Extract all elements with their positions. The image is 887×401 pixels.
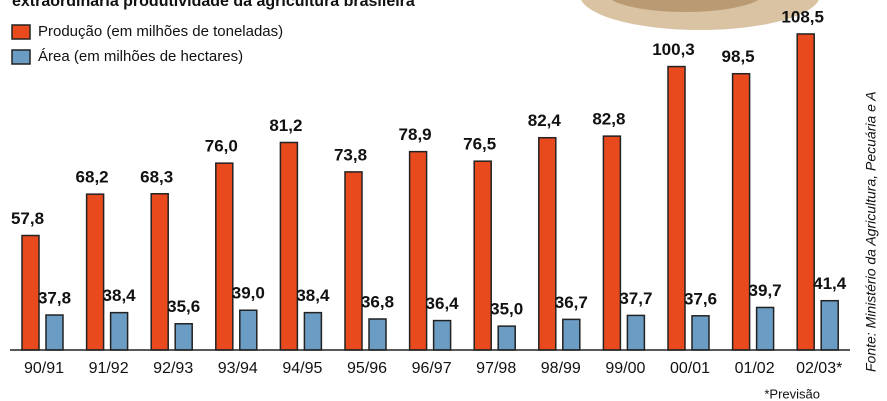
legend-swatch xyxy=(11,24,31,40)
bar xyxy=(408,150,428,351)
value-label: 38,4 xyxy=(296,286,330,305)
x-tick-label: 97/98 xyxy=(476,360,516,377)
x-tick-label: 95/96 xyxy=(347,360,387,377)
x-tick-label: 99/00 xyxy=(605,360,645,377)
value-label: 39,0 xyxy=(232,284,265,303)
value-label: 38,4 xyxy=(103,286,137,305)
bar xyxy=(602,135,622,351)
value-label: 68,3 xyxy=(140,167,173,186)
bar xyxy=(562,318,581,351)
legend-label: Área (em milhões de hectares) xyxy=(38,48,243,65)
x-tick-label: 92/93 xyxy=(153,360,193,377)
bar xyxy=(109,311,129,351)
bar xyxy=(432,319,452,351)
x-tick-label: 02/03* xyxy=(796,360,842,377)
value-label: 76,0 xyxy=(205,137,238,156)
x-tick-label: 91/92 xyxy=(89,360,129,377)
source: Fonte: Ministério da Agricultura, Pecuár… xyxy=(863,91,879,372)
value-label: 108,5 xyxy=(781,7,824,26)
bar xyxy=(368,318,387,351)
legend-swatch xyxy=(11,49,31,65)
x-tick-label: 90/91 xyxy=(24,360,64,377)
value-label: 57,8 xyxy=(11,209,44,228)
value-label: 36,4 xyxy=(426,294,460,313)
value-label: 100,3 xyxy=(652,40,695,59)
nut-image-shade xyxy=(611,0,759,12)
bar xyxy=(150,193,169,351)
value-label: 37,7 xyxy=(619,289,652,308)
bar xyxy=(215,162,234,351)
value-label: 37,6 xyxy=(684,289,717,308)
value-label: 82,4 xyxy=(528,111,562,130)
value-label: 82,8 xyxy=(592,110,625,129)
value-label: 37,8 xyxy=(38,289,71,308)
bar xyxy=(21,234,40,351)
bar xyxy=(796,33,815,351)
bar xyxy=(731,72,751,351)
value-label: 76,5 xyxy=(463,135,496,154)
value-label: 78,9 xyxy=(399,125,432,144)
value-label: 98,5 xyxy=(722,47,755,66)
bar xyxy=(279,141,299,351)
bar xyxy=(626,314,646,351)
value-label: 35,0 xyxy=(490,300,523,319)
x-tick-label: 01/02 xyxy=(735,360,775,377)
x-tick-label: 96/97 xyxy=(412,360,452,377)
bar xyxy=(820,299,839,351)
x-tick-label: 94/95 xyxy=(282,360,322,377)
bar xyxy=(755,306,775,351)
x-tick-label: 00/01 xyxy=(670,360,710,377)
bar xyxy=(473,160,492,351)
bar xyxy=(303,311,323,351)
value-label: 73,8 xyxy=(334,145,367,164)
legend-label: Produção (em milhões de toneladas) xyxy=(38,23,283,40)
value-label: 35,6 xyxy=(167,297,200,316)
value-label: 36,7 xyxy=(555,293,588,312)
bar xyxy=(497,325,516,351)
value-label: 39,7 xyxy=(749,281,782,300)
chart-title: extraordinária produtividade da agricult… xyxy=(12,0,415,10)
bar xyxy=(45,314,64,351)
note: *Previsão xyxy=(764,386,820,401)
bar xyxy=(239,309,258,351)
value-label: 81,2 xyxy=(269,116,302,135)
bar xyxy=(667,65,686,351)
bar xyxy=(538,136,557,351)
bar xyxy=(85,193,105,351)
bar xyxy=(344,171,363,351)
value-label: 68,2 xyxy=(76,168,109,187)
bar xyxy=(174,323,193,351)
bar xyxy=(691,315,710,351)
x-tick-label: 98/99 xyxy=(541,360,581,377)
value-label: 36,8 xyxy=(361,292,394,311)
x-tick-label: 93/94 xyxy=(218,360,258,377)
value-label: 41,4 xyxy=(813,274,847,293)
